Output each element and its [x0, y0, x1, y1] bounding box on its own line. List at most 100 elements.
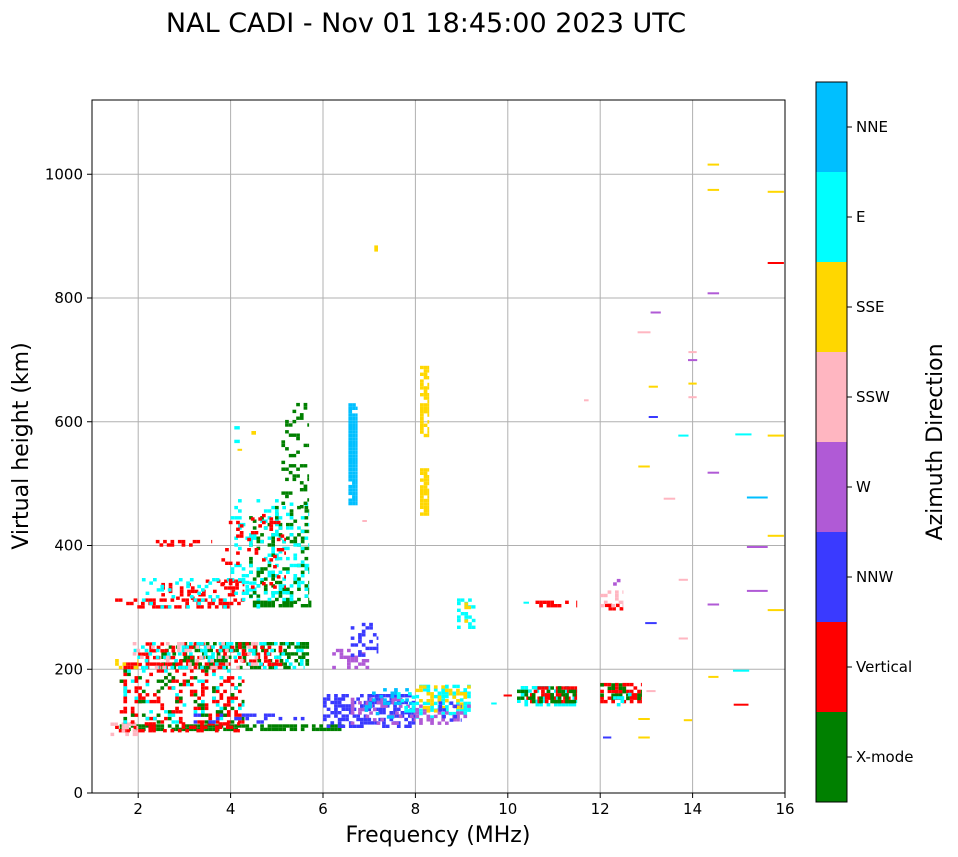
- echo-mark: [127, 689, 131, 694]
- echo-mark: [175, 669, 179, 673]
- echo-mark: [167, 605, 172, 609]
- echo-mark: [300, 580, 305, 585]
- echo-mark: [153, 655, 157, 660]
- echo-mark: [230, 676, 235, 680]
- echo-mark: [520, 692, 525, 697]
- echo-mark: [348, 461, 353, 465]
- echo-mark: [688, 359, 698, 362]
- echo-mark: [463, 688, 468, 692]
- echo-mark: [308, 591, 310, 595]
- echo-mark: [572, 699, 577, 704]
- echo-mark: [189, 682, 194, 687]
- echo-mark: [341, 724, 346, 728]
- colorbar-label: E: [856, 208, 865, 226]
- echo-mark: [245, 591, 250, 595]
- echo-mark: [181, 722, 186, 726]
- echo-mark: [241, 522, 246, 527]
- echo-mark: [457, 618, 461, 623]
- echo-mark: [127, 662, 131, 666]
- echo-mark: [119, 679, 124, 683]
- echo-mark: [200, 605, 204, 609]
- echo-mark: [445, 684, 449, 689]
- echo-mark: [256, 499, 261, 503]
- echo-mark: [299, 659, 304, 663]
- echo-mark: [456, 711, 460, 715]
- echo-mark: [259, 642, 263, 646]
- echo-mark: [130, 713, 135, 717]
- echo-mark: [254, 551, 259, 555]
- echo-mark: [256, 598, 261, 602]
- echo-mark: [633, 686, 638, 690]
- echo-mark: [160, 706, 165, 711]
- echo-mark: [278, 570, 283, 574]
- echo-mark: [352, 440, 356, 444]
- echo-mark: [608, 607, 613, 611]
- echo-mark: [238, 645, 242, 650]
- echo-mark: [278, 649, 283, 653]
- echo-mark: [282, 539, 286, 544]
- echo-mark: [535, 703, 540, 707]
- echo-mark: [550, 686, 554, 690]
- echo-mark: [404, 694, 408, 698]
- echo-mark: [196, 729, 201, 733]
- echo-mark: [393, 694, 397, 698]
- echo-mark: [252, 659, 257, 663]
- echo-mark: [219, 713, 224, 717]
- echo-mark: [554, 703, 558, 707]
- echo-mark: [411, 702, 416, 706]
- echo-mark: [561, 689, 566, 694]
- echo-mark: [423, 498, 428, 503]
- echo-mark: [215, 716, 220, 721]
- echo-mark: [226, 703, 231, 707]
- echo-mark: [285, 659, 289, 663]
- echo-mark: [297, 597, 301, 602]
- echo-mark: [284, 551, 286, 555]
- echo-mark: [256, 605, 261, 609]
- echo-mark: [219, 662, 224, 666]
- echo-mark: [300, 574, 305, 578]
- echo-mark: [307, 474, 310, 478]
- echo-mark: [223, 727, 227, 732]
- echo-mark: [129, 722, 133, 726]
- echo-mark: [174, 659, 178, 663]
- echo-mark: [520, 689, 525, 694]
- colorbar-label: SSE: [856, 298, 885, 316]
- echo-mark: [415, 701, 420, 706]
- echo-mark: [123, 682, 128, 687]
- echo-mark: [433, 688, 438, 692]
- echo-mark: [355, 430, 358, 434]
- echo-mark: [445, 711, 449, 715]
- echo-mark: [245, 584, 250, 589]
- echo-mark: [352, 461, 356, 465]
- echo-mark: [423, 433, 428, 438]
- echo-mark: [559, 693, 564, 697]
- echo-mark: [141, 601, 145, 606]
- echo-mark: [282, 505, 286, 510]
- echo-mark: [358, 711, 362, 715]
- echo-mark: [178, 720, 183, 724]
- echo-mark: [640, 699, 642, 704]
- echo-mark: [613, 582, 617, 586]
- echo-mark: [214, 725, 219, 729]
- echo-mark: [231, 593, 236, 597]
- echo-mark: [123, 679, 128, 683]
- echo-mark: [287, 652, 291, 656]
- echo-mark: [311, 724, 316, 728]
- echo-mark: [237, 601, 241, 606]
- echo-mark: [746, 496, 768, 499]
- echo-mark: [426, 705, 431, 710]
- echo-mark: [405, 698, 409, 702]
- echo-mark: [176, 596, 180, 600]
- echo-mark: [241, 703, 245, 707]
- echo-mark: [148, 722, 153, 726]
- echo-mark: [156, 679, 161, 683]
- echo-mark: [241, 679, 245, 683]
- echo-mark: [303, 464, 308, 468]
- echo-mark: [524, 699, 529, 703]
- echo-mark: [175, 679, 179, 683]
- echo-mark: [149, 662, 153, 666]
- echo-mark: [607, 686, 612, 690]
- echo-mark: [289, 600, 294, 604]
- echo-mark: [145, 662, 150, 666]
- echo-mark: [230, 693, 235, 697]
